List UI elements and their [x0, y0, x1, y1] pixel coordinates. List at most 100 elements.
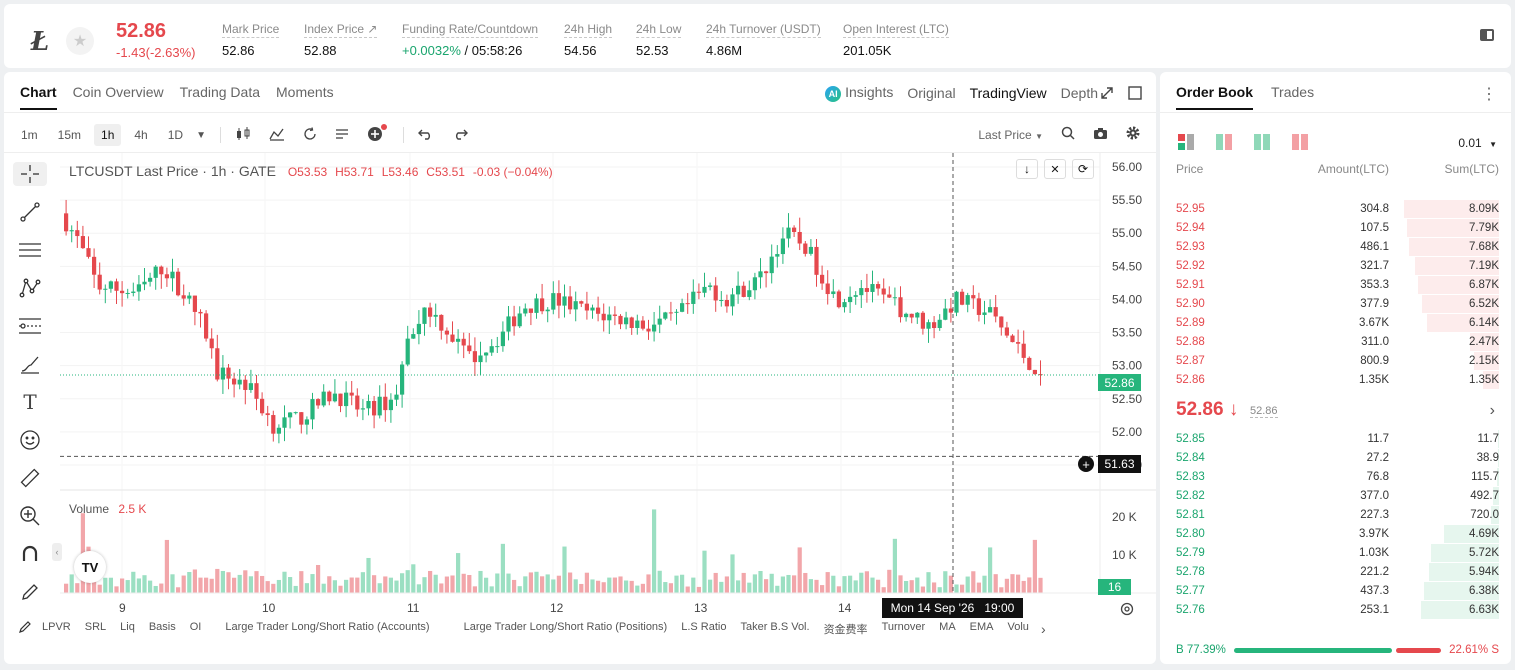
bid-row[interactable]: 52.83 76.8 115.7 — [1176, 468, 1499, 487]
interval-1h[interactable]: 1h — [94, 124, 122, 146]
mode-asks-icon[interactable] — [1292, 134, 1308, 150]
view-tradingview[interactable]: TradingView — [969, 85, 1047, 101]
tab-trading-data[interactable]: Trading Data — [179, 84, 261, 100]
indicator-item[interactable]: Turnover — [881, 620, 926, 633]
view-original[interactable]: Original — [907, 85, 956, 101]
collapse-icon[interactable]: ✕ — [1044, 159, 1066, 179]
interval-1d[interactable]: 1D — [167, 128, 184, 142]
horizontal-lines-icon[interactable] — [13, 238, 47, 262]
interval-4h[interactable]: 4h — [134, 128, 148, 142]
indicator-item[interactable]: EMA — [969, 620, 994, 633]
more-vertical-icon[interactable]: ⋮ — [1481, 86, 1497, 103]
candle-body — [517, 313, 522, 327]
search-icon[interactable] — [1061, 126, 1075, 143]
ask-row[interactable]: 52.90 377.9 6.52K — [1176, 295, 1499, 314]
tradingview-logo-icon[interactable]: TV — [74, 551, 106, 583]
zoom-in-icon[interactable] — [13, 504, 47, 528]
candle-body — [372, 400, 377, 416]
view-insights[interactable]: AI Insights — [825, 84, 893, 102]
ask-row[interactable]: 52.88 311.0 2.47K — [1176, 333, 1499, 352]
view-depth[interactable]: Depth — [1060, 85, 1098, 101]
row-price: 52.85 — [1176, 433, 1205, 445]
indicator-item[interactable]: LPVR — [42, 620, 71, 633]
indicator-item[interactable]: Large Trader Long/Short Ratio (Positions… — [463, 620, 668, 633]
undo-icon[interactable] — [417, 128, 434, 143]
bid-row[interactable]: 52.80 3.97K 4.69K — [1176, 525, 1499, 544]
indicator-item[interactable]: 资金费率 — [823, 623, 868, 636]
candle-type-icon[interactable] — [235, 126, 251, 144]
indicator-item[interactable]: Liq — [120, 620, 135, 633]
replay-icon[interactable] — [303, 126, 317, 144]
pattern-icon[interactable] — [13, 276, 47, 300]
stat-index-price[interactable]: Index Price ↗ 52.88 — [304, 22, 378, 58]
interval-15m[interactable]: 15m — [57, 128, 82, 142]
redo-icon[interactable] — [452, 128, 468, 143]
indicator-item[interactable]: Basis — [148, 620, 176, 633]
ask-row[interactable]: 52.93 486.1 7.68K — [1176, 238, 1499, 257]
volume-value: 2.5 K — [118, 502, 147, 516]
indicator-item[interactable]: Taker B.S Vol. — [740, 620, 810, 633]
indicator-item[interactable]: SRL — [84, 620, 107, 633]
arrow-down-icon[interactable]: ↓ — [1016, 159, 1038, 179]
ask-row[interactable]: 52.92 321.7 7.19K — [1176, 257, 1499, 276]
fib-icon[interactable] — [13, 314, 47, 338]
indicator-item[interactable]: MA — [939, 620, 956, 633]
indicator-item[interactable]: Volu — [1007, 620, 1029, 633]
brush-icon[interactable] — [13, 352, 47, 376]
chevron-right-icon[interactable]: › — [1040, 620, 1046, 637]
indicator-strip: LPVR SRL Liq Basis OI Large Trader Long/Short… — [18, 620, 1046, 637]
template-icon[interactable] — [335, 127, 349, 144]
indicator-item[interactable]: L.S Ratio — [681, 620, 727, 633]
chevron-down-icon[interactable]: ▼ — [196, 129, 206, 141]
bid-row[interactable]: 52.76 253.1 6.63K — [1176, 601, 1499, 620]
add-plus-icon[interactable]: + — [1078, 456, 1094, 472]
settings-circle-icon[interactable] — [1120, 602, 1134, 619]
mode-bids-icon[interactable] — [1254, 134, 1270, 150]
ask-row[interactable]: 52.86 1.35K 1.35K — [1176, 371, 1499, 390]
candlestick-chart[interactable]: 56.00 55.50 55.00 54.50 54.00 53.50 53.00 52.50… — [60, 153, 1156, 664]
chevron-left-icon[interactable]: ‹ — [52, 543, 62, 561]
bid-row[interactable]: 52.79 1.03K 5.72K — [1176, 544, 1499, 563]
tab-chart[interactable]: Chart — [20, 84, 57, 110]
tab-trades[interactable]: Trades — [1271, 84, 1315, 100]
chevron-right-icon[interactable]: › — [1489, 402, 1495, 419]
ask-row[interactable]: 52.94 107.5 7.79K — [1176, 219, 1499, 238]
precision-select[interactable]: 0.01 ▼ — [1458, 136, 1497, 150]
bid-row[interactable]: 52.81 227.3 720.0 — [1176, 506, 1499, 525]
tab-moments[interactable]: Moments — [276, 84, 334, 100]
bid-row[interactable]: 52.84 27.2 38.9 — [1176, 449, 1499, 468]
window-icon[interactable] — [1128, 86, 1142, 103]
price-type-select[interactable]: Last Price ▼ — [978, 127, 1043, 142]
trend-line-icon[interactable] — [13, 200, 47, 224]
ask-row[interactable]: 52.87 800.9 2.15K — [1176, 352, 1499, 371]
bid-row[interactable]: 52.77 437.3 6.38K — [1176, 582, 1499, 601]
add-alert-icon[interactable] — [367, 123, 387, 145]
camera-icon[interactable] — [1093, 127, 1108, 143]
indicator-item[interactable]: Large Trader Long/Short Ratio (Accounts) — [225, 620, 430, 633]
interval-1m[interactable]: 1m — [21, 128, 38, 142]
ruler-icon[interactable] — [13, 466, 47, 490]
indicator-item[interactable]: OI — [189, 620, 202, 633]
favorite-star-icon[interactable]: ★ — [66, 27, 94, 55]
bid-row[interactable]: 52.82 377.0 492.7 — [1176, 487, 1499, 506]
pencil-edit-icon[interactable] — [18, 620, 32, 637]
gear-icon[interactable] — [1126, 126, 1140, 143]
text-icon[interactable]: T — [23, 390, 37, 414]
crosshair-icon[interactable] — [13, 162, 47, 186]
expand-icon[interactable] — [1100, 86, 1114, 103]
indicators-icon[interactable] — [269, 127, 285, 144]
tab-coin-overview[interactable]: Coin Overview — [72, 84, 164, 100]
bid-row[interactable]: 52.85 11.7 11.7 — [1176, 430, 1499, 449]
refresh-icon[interactable]: ⟳ — [1072, 159, 1094, 179]
magnet-icon[interactable] — [13, 542, 47, 566]
ask-row[interactable]: 52.89 3.67K 6.14K — [1176, 314, 1499, 333]
tab-order-book[interactable]: Order Book — [1176, 84, 1254, 110]
mode-split-icon[interactable] — [1216, 134, 1232, 150]
pencil-icon[interactable] — [13, 580, 47, 604]
ask-row[interactable]: 52.95 304.8 8.09K — [1176, 200, 1499, 219]
bid-row[interactable]: 52.78 221.2 5.94K — [1176, 563, 1499, 582]
book-icon[interactable] — [1479, 28, 1497, 44]
mode-both-icon[interactable] — [1178, 134, 1194, 150]
ask-row[interactable]: 52.91 353.3 6.87K — [1176, 276, 1499, 295]
emoji-icon[interactable] — [13, 428, 47, 452]
